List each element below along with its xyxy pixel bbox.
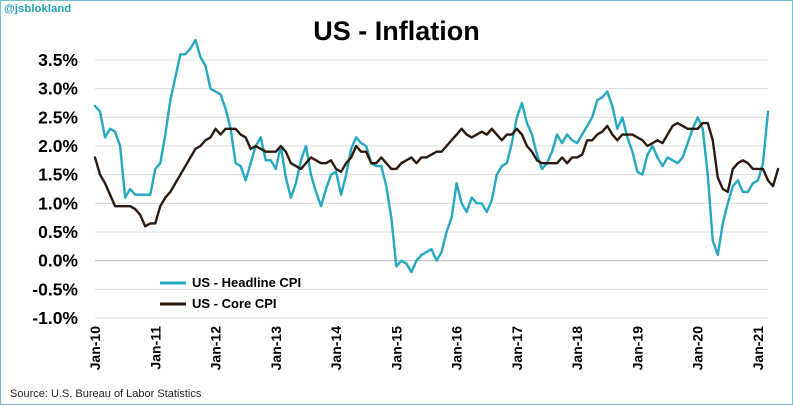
headline-cpi-line	[93, 38, 770, 274]
x-tick-label: Jan-20	[690, 326, 706, 371]
series-layer	[93, 38, 780, 274]
chart-title: US - Inflation	[313, 16, 480, 46]
y-tick-label: -1.0%	[32, 308, 78, 328]
y-tick-label: 0.5%	[38, 222, 78, 242]
x-tick-label: Jan-21	[750, 326, 766, 371]
x-tick-label: Jan-10	[87, 326, 103, 371]
legend: US - Headline CPI US - Core CPI	[160, 275, 301, 311]
source-note: Source: U.S. Bureau of Labor Statistics	[10, 388, 202, 400]
x-tick-label: Jan-14	[328, 326, 344, 371]
x-tick-label: Jan-11	[147, 326, 163, 370]
x-tick-label: Jan-17	[509, 326, 525, 371]
x-tick-label: Jan-15	[388, 326, 404, 371]
x-tick-label: Jan-16	[449, 326, 465, 371]
y-tick-label: 1.5%	[38, 165, 78, 185]
y-tick-label: -0.5%	[32, 279, 78, 299]
y-tick-label: 2.0%	[38, 136, 78, 156]
y-tick-label: 0.0%	[38, 251, 78, 271]
x-tick-label: Jan-19	[629, 326, 645, 371]
y-tick-label: 3.5%	[38, 50, 78, 70]
x-tick-label: Jan-12	[208, 326, 224, 371]
author-handle: @jsblokland	[4, 3, 72, 15]
grid-layer	[95, 59, 768, 319]
legend-label-headline: US - Headline CPI	[192, 275, 301, 290]
y-tick-label: 3.0%	[38, 79, 78, 99]
y-tick-label: 1.0%	[38, 193, 78, 213]
x-tick-label: Jan-13	[268, 326, 284, 371]
y-tick-label: 2.5%	[38, 107, 78, 127]
core-cpi-line	[93, 121, 780, 228]
axis-layer: 3.5% 3.0% 2.5% 2.0% 1.5% 1.0% 0.5% 0.0% -0.5% -1.…	[32, 50, 766, 370]
x-tick-label: Jan-18	[569, 326, 585, 371]
legend-label-core: US - Core CPI	[192, 296, 277, 311]
